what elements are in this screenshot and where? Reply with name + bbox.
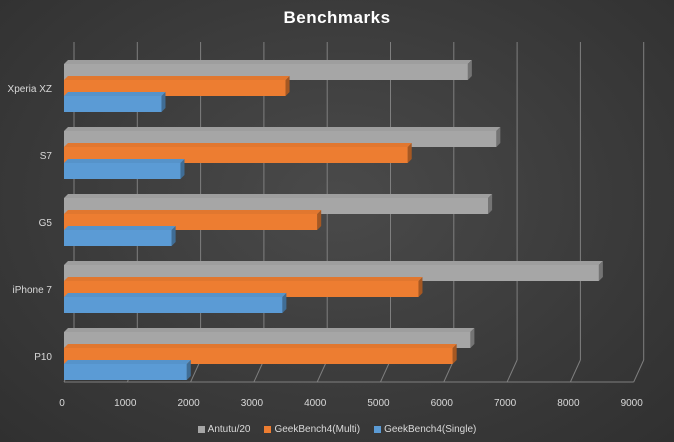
legend-item: GeekBench4(Single) [374,424,476,435]
bar-top-face [64,194,493,198]
bar [64,364,187,380]
bar-side-face [161,92,166,112]
bar-side-face [282,293,287,313]
legend-label: GeekBench4(Single) [384,424,477,435]
bar-side-face [598,261,603,281]
gridline-floor [506,359,518,383]
bar-top-face [64,76,290,80]
bar-top-face [64,344,457,348]
bar-top-face [64,293,287,297]
chart-legend: Antutu/20 GeekBench4(Multi) GeekBench4(Sin… [0,424,674,435]
bar-top-face [64,159,185,163]
x-tick-label: 4000 [304,398,327,409]
x-tick-label: 7000 [494,398,517,409]
bar-side-face [470,328,475,348]
y-tick-label: iPhone 7 [13,285,53,296]
bar [64,96,162,112]
bar-top-face [64,277,423,281]
bar-side-face [317,210,322,230]
bar-top-face [64,60,472,64]
legend-swatch [374,426,382,433]
x-tick-label: 8000 [557,398,580,409]
bar-top-face [64,226,176,230]
legend-item: GeekBench4(Multi) [264,424,360,435]
y-tick-label: G5 [39,218,53,229]
x-tick-label: 1000 [114,398,137,409]
bar-top-face [64,261,603,265]
legend-item: Antutu/20 [197,424,251,435]
x-tick-label: 2000 [177,398,200,409]
bar-side-face [418,277,423,297]
bar-side-face [180,159,185,179]
bar [64,163,181,179]
bar-side-face [452,344,457,364]
x-tick-label: 6000 [431,398,454,409]
bar-top-face [64,127,501,131]
legend-swatch [197,426,205,433]
bar-top-face [64,92,166,96]
bar-side-face [488,194,493,214]
x-tick-label: 3000 [241,398,264,409]
gridline-floor [633,359,645,383]
gridline-floor [569,359,581,383]
bar [64,230,172,246]
chart-title: Benchmarks [283,8,391,27]
x-tick-label: 0 [59,398,65,409]
bar-side-face [407,143,412,163]
bar-top-face [64,328,475,332]
x-tick-label: 9000 [621,398,644,409]
bar-side-face [467,60,472,80]
bar [64,297,283,313]
bar-top-face [64,360,191,364]
y-tick-label: Xperia XZ [8,84,52,95]
bar-side-face [186,360,191,380]
y-tick-label: P10 [34,352,52,363]
bar-side-face [496,127,501,147]
legend-label: GeekBench4(Multi) [274,424,361,435]
y-tick-label: S7 [40,151,53,162]
bar-top-face [64,143,412,147]
x-tick-label: 5000 [367,398,390,409]
bar-side-face [285,76,290,96]
legend-swatch [264,426,272,433]
bar-side-face [171,226,176,246]
legend-label: Antutu/20 [207,424,251,435]
bar-top-face [64,210,322,214]
